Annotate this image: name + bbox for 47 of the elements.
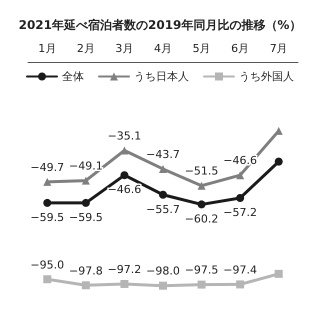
- data-label: −98.0: [146, 264, 180, 278]
- legend-label: 全体: [62, 70, 84, 83]
- point: [274, 270, 283, 278]
- data-label: −35.1: [108, 129, 142, 142]
- data-label: −97.2: [108, 262, 142, 276]
- point: [82, 176, 90, 185]
- data-label: −49.7: [30, 160, 64, 174]
- x-tick-label: 3月: [115, 42, 134, 55]
- data-label: −55.7: [146, 202, 180, 216]
- point: [198, 182, 206, 190]
- data-label: −97.8: [69, 264, 103, 278]
- point: [82, 281, 90, 290]
- x-tick-label: 6月: [231, 42, 250, 55]
- point: [236, 280, 244, 288]
- chart-title: 2021年延べ宿泊者数の2019年同月比の推移（%）: [18, 18, 302, 32]
- point: [236, 171, 244, 180]
- data-label: −97.5: [184, 264, 218, 277]
- point: [43, 198, 52, 207]
- data-label: −95.0: [30, 258, 64, 272]
- legend-label: うち外国人: [239, 70, 294, 83]
- x-tick-label: 7月: [270, 42, 288, 55]
- data-label: −49.1: [69, 160, 103, 173]
- x-tick-label: 2月: [76, 42, 95, 55]
- data-label: −51.5: [184, 164, 218, 178]
- data-label: −57.2: [223, 206, 257, 219]
- point: [159, 190, 167, 199]
- x-tick-label: 4月: [154, 42, 172, 55]
- point: [198, 200, 206, 208]
- point: [236, 194, 244, 202]
- data-label: −59.5: [30, 210, 64, 224]
- point: [43, 275, 52, 284]
- point: [43, 178, 52, 186]
- point: [198, 280, 206, 289]
- point: [120, 171, 128, 180]
- point: [82, 198, 90, 207]
- x-tick-label: 5月: [192, 42, 211, 55]
- point: [159, 282, 167, 290]
- data-label: −97.4: [223, 263, 257, 276]
- data-label: −59.5: [69, 210, 103, 224]
- point: [274, 158, 283, 166]
- point: [120, 280, 128, 288]
- data-label: −43.7: [146, 148, 180, 161]
- x-tick-label: 1月: [38, 42, 56, 55]
- legend-label: うち日本人: [134, 70, 189, 83]
- data-label: −46.6: [108, 183, 142, 196]
- point: [159, 164, 167, 173]
- data-label: −60.2: [184, 212, 218, 226]
